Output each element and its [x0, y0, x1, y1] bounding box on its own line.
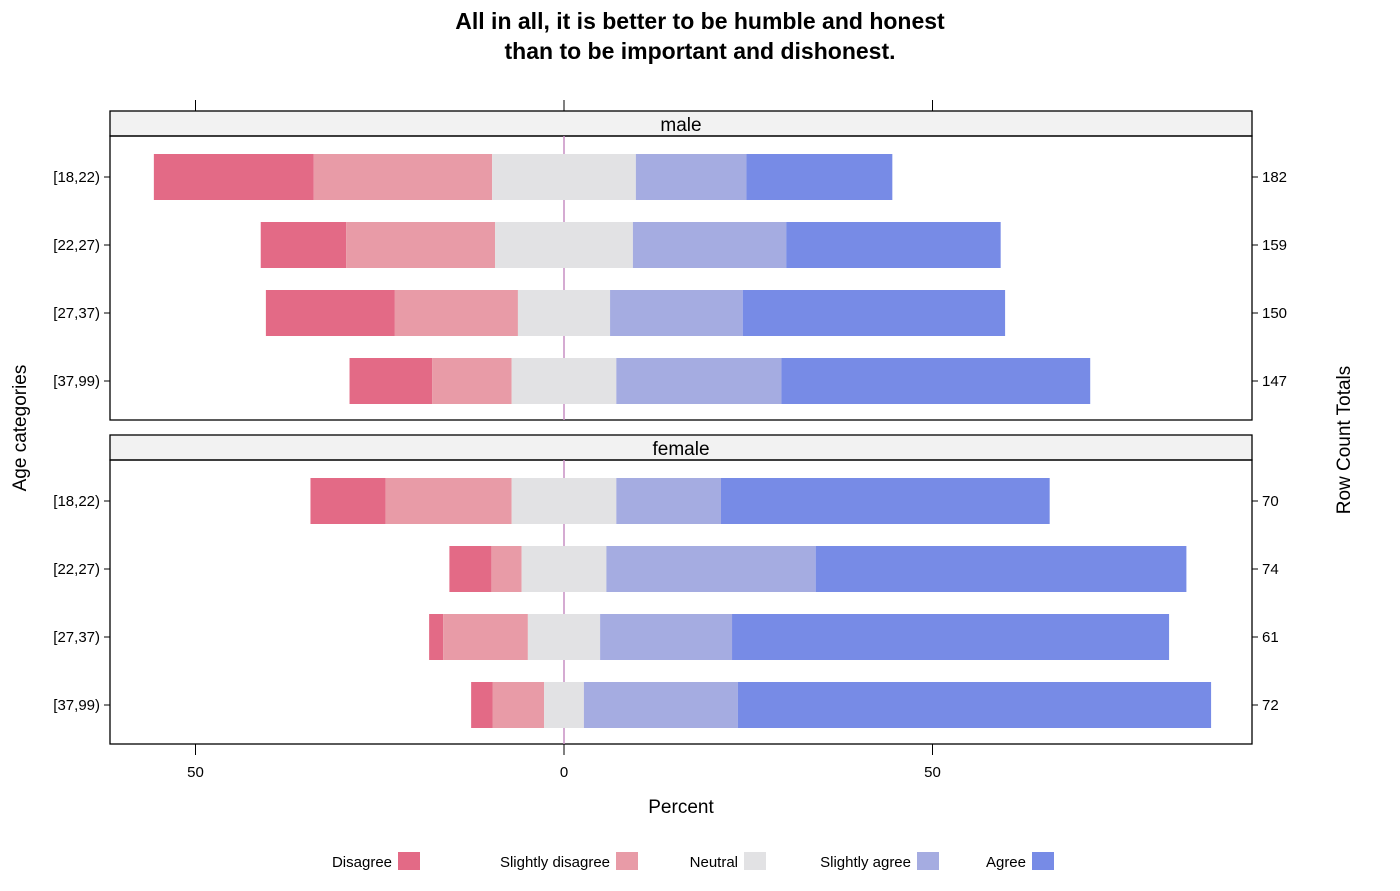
- bar-segment-slightly-agree: [632, 222, 787, 268]
- y-tick-label: [27,37): [53, 629, 100, 646]
- legend-label-slightly-agree: Slightly agree: [820, 854, 911, 871]
- bar-segment-disagree: [429, 614, 444, 660]
- bar-segment-disagree: [471, 682, 493, 728]
- x-tick-label: 0: [560, 764, 568, 781]
- bar-segment-slightly-agree: [635, 154, 747, 200]
- y-tick-label: [22,27): [53, 237, 100, 254]
- bar-segment-slightly-agree: [616, 478, 721, 524]
- y-tick-label: [18,22): [53, 493, 100, 510]
- row-count-total: 70: [1262, 493, 1279, 510]
- row-count-total: 74: [1262, 561, 1279, 578]
- legend-label-disagree: Disagree: [332, 854, 392, 871]
- y2-axis-title: Row Count Totals: [1334, 366, 1355, 515]
- y-tick-label: [27,37): [53, 305, 100, 322]
- row-count-total: 147: [1262, 373, 1287, 390]
- y-tick-label: [22,27): [53, 561, 100, 578]
- bar-segment-disagree: [349, 358, 433, 404]
- bar-segment-disagree: [310, 478, 386, 524]
- bar-segment-slightly-agree: [616, 358, 782, 404]
- bar-segment-agree: [720, 478, 1050, 524]
- y-tick-label: [18,22): [53, 169, 100, 186]
- row-count-total: 182: [1262, 169, 1287, 186]
- panel-frame-male: [109, 135, 1253, 421]
- chart-title-line-1: All in all, it is better to be humble an…: [455, 8, 945, 34]
- row-count-total: 150: [1262, 305, 1287, 322]
- legend-swatch-neutral: [744, 852, 766, 870]
- bar-segment-disagree: [265, 290, 395, 336]
- bar-segment-agree: [737, 682, 1212, 728]
- bar-segment-agree: [746, 154, 893, 200]
- row-count-total: 61: [1262, 629, 1279, 646]
- bar-segment-neutral: [521, 546, 607, 592]
- legend-swatch-agree: [1032, 852, 1054, 870]
- bar-segment-neutral: [492, 154, 636, 200]
- bar-segment-slightly-disagree: [432, 358, 512, 404]
- panel-strip-female: [109, 434, 1253, 461]
- y-axis-title: Age categories: [10, 365, 31, 492]
- legend-swatch-disagree: [398, 852, 420, 870]
- chart-title: All in all, it is better to be humble an…: [0, 6, 1400, 66]
- panel-frame-female: [109, 459, 1253, 745]
- bar-segment-neutral: [544, 682, 584, 728]
- chart-title-line-2: than to be important and dishonest.: [504, 38, 896, 64]
- x-axis-title: Percent: [648, 797, 714, 818]
- bar-segment-neutral: [517, 290, 611, 336]
- bar-segment-slightly-disagree: [394, 290, 518, 336]
- legend-label-agree: Agree: [986, 854, 1026, 871]
- bar-segment-slightly-disagree: [443, 614, 528, 660]
- bar-segment-slightly-disagree: [492, 682, 545, 728]
- bar-segment-agree: [732, 614, 1170, 660]
- row-count-total: 72: [1262, 697, 1279, 714]
- x-tick-label: 50: [924, 764, 941, 781]
- bar-segment-disagree: [153, 154, 314, 200]
- bar-segment-disagree: [260, 222, 347, 268]
- bar-segment-agree: [742, 290, 1006, 336]
- bar-segment-slightly-disagree: [346, 222, 496, 268]
- bar-segment-slightly-agree: [600, 614, 733, 660]
- bar-segment-slightly-agree: [606, 546, 816, 592]
- legend-swatch-slightly-agree: [917, 852, 939, 870]
- bar-segment-slightly-disagree: [491, 546, 522, 592]
- panel-label-male: male: [660, 115, 701, 136]
- legend-swatch-slightly-disagree: [616, 852, 638, 870]
- bar-segment-disagree: [449, 546, 492, 592]
- bar-segment-neutral: [511, 478, 617, 524]
- y-tick-label: [37,99): [53, 373, 100, 390]
- panel-label-female: female: [652, 439, 709, 460]
- y-tick-label: [37,99): [53, 697, 100, 714]
- bar-segment-neutral: [527, 614, 601, 660]
- bar-segment-agree: [815, 546, 1187, 592]
- panel-strip-male: [109, 110, 1253, 137]
- bar-segment-neutral: [495, 222, 633, 268]
- x-tick-label: 50: [187, 764, 204, 781]
- bar-segment-neutral: [511, 358, 617, 404]
- bar-segment-agree: [786, 222, 1001, 268]
- row-count-total: 159: [1262, 237, 1287, 254]
- legend-label-neutral: Neutral: [690, 854, 738, 871]
- bar-segment-slightly-agree: [610, 290, 743, 336]
- legend-label-slightly-disagree: Slightly disagree: [500, 854, 610, 871]
- bar-segment-slightly-disagree: [313, 154, 493, 200]
- bar-segment-slightly-disagree: [385, 478, 512, 524]
- bar-segment-agree: [781, 358, 1091, 404]
- bar-segment-slightly-agree: [583, 682, 738, 728]
